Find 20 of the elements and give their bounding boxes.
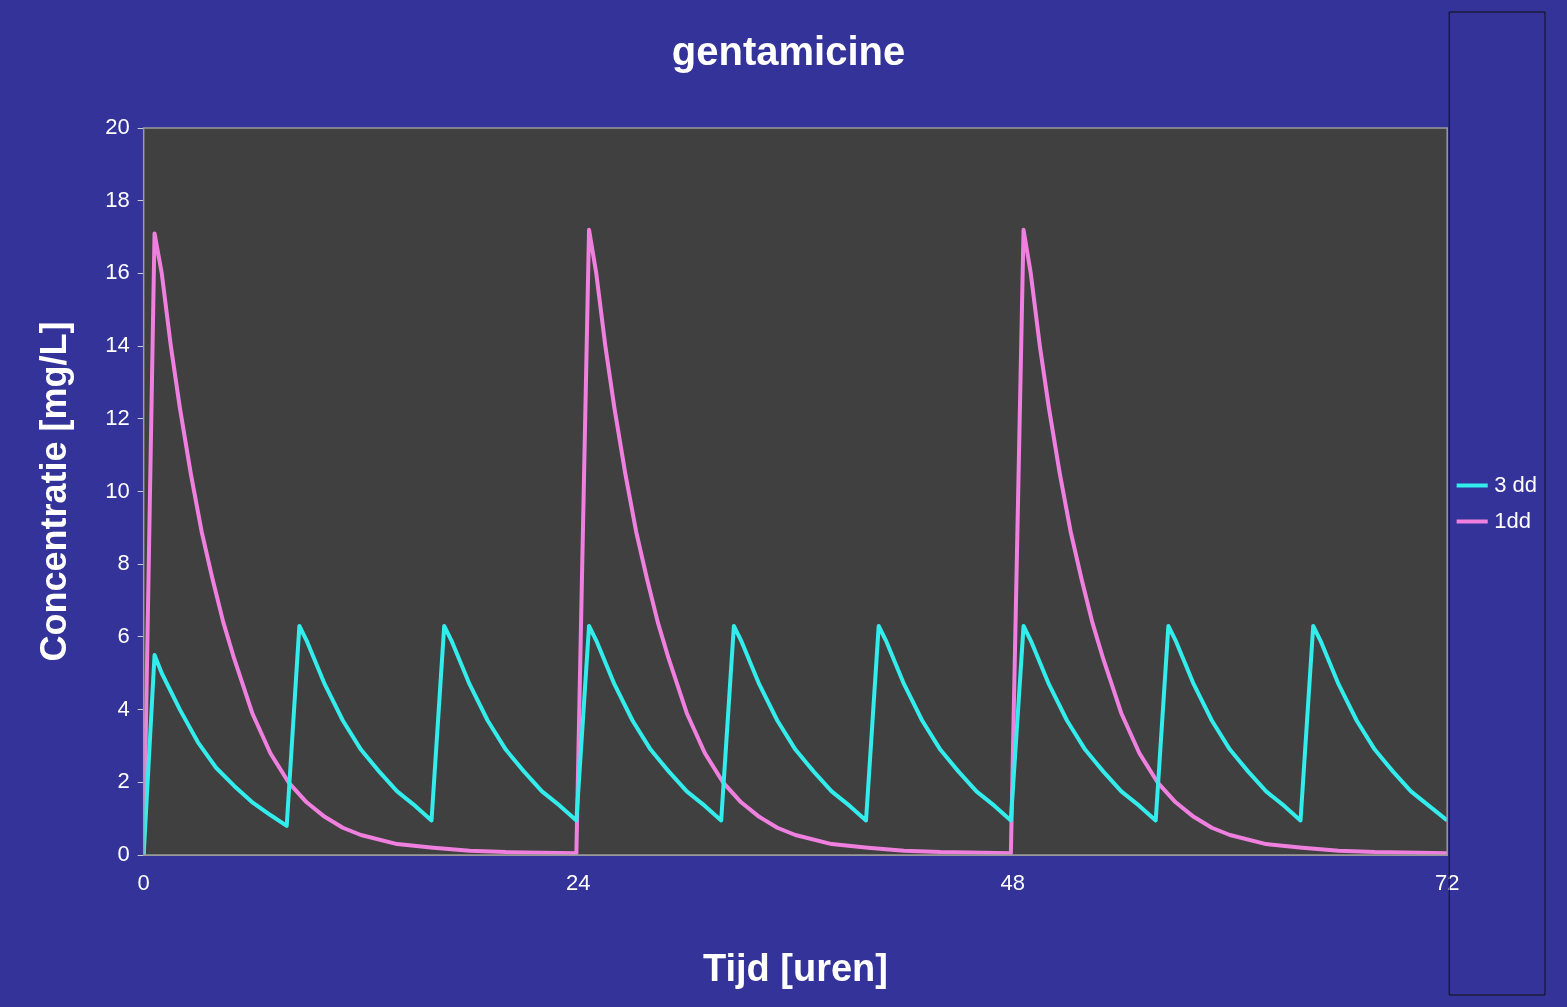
y-tick-label: 16 — [105, 259, 130, 285]
x-tick-label: 24 — [565, 870, 591, 896]
y-tick-label: 4 — [117, 695, 130, 721]
legend-label: 1dd — [1494, 507, 1531, 533]
chart-title: gentamicine — [671, 29, 906, 74]
x-tick-label: 72 — [1434, 870, 1460, 896]
y-axis-title: Concentratie [mg/L] — [32, 321, 74, 662]
legend-label: 3 dd — [1494, 471, 1538, 497]
y-tick-label: 8 — [117, 550, 130, 576]
y-tick-label: 10 — [105, 477, 130, 503]
y-tick-label: 2 — [117, 768, 130, 794]
y-tick-label: 20 — [105, 114, 130, 140]
x-tick-label: 48 — [1000, 870, 1025, 896]
y-tick-label: 12 — [105, 404, 130, 430]
y-tick-label: 0 — [117, 841, 130, 867]
y-tick-label: 14 — [105, 332, 130, 358]
y-tick-label: 18 — [105, 186, 130, 212]
y-tick-label: 6 — [117, 622, 130, 648]
x-tick-label: 0 — [137, 870, 150, 896]
x-axis-title: Tijd [uren] — [702, 946, 888, 989]
